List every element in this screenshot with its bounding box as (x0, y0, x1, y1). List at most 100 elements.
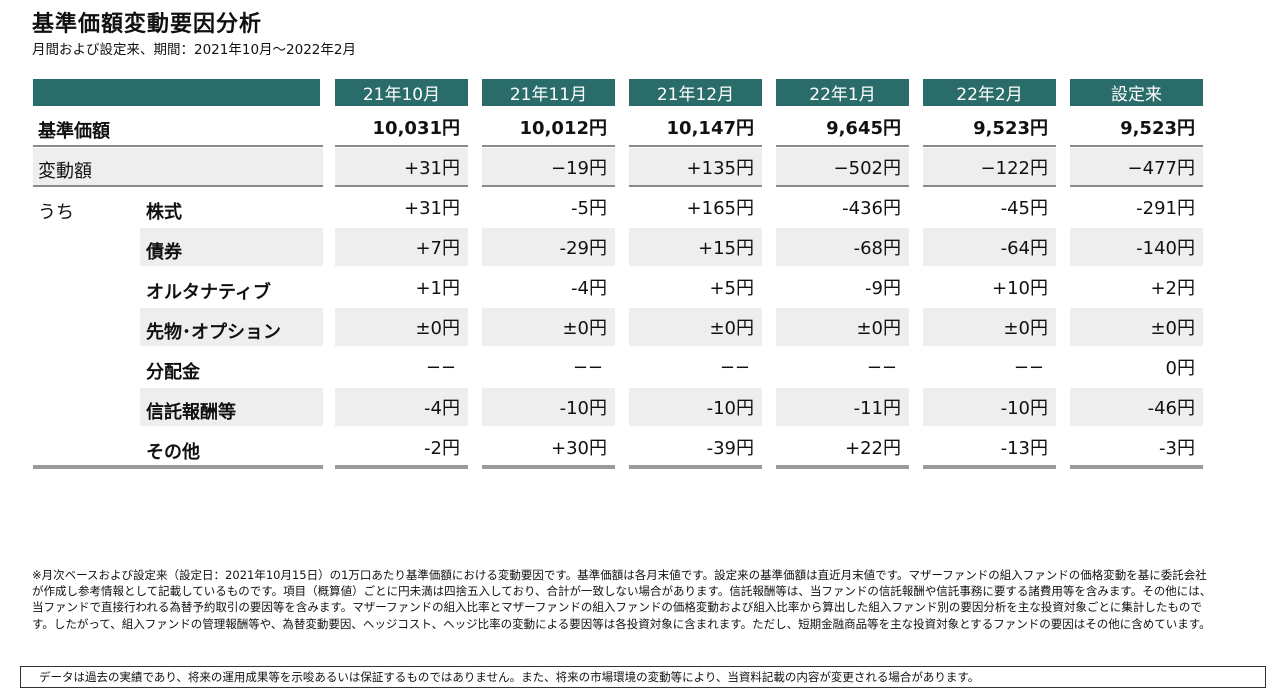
value-cell: -46円 (1147, 398, 1195, 419)
value-cell: -11円 (853, 398, 901, 419)
row-label-other: その他 (146, 442, 200, 463)
row-band (33, 148, 323, 186)
value-cell: +22円 (845, 438, 901, 459)
row-rule (629, 185, 762, 187)
value-cell: -39円 (706, 438, 754, 459)
change-cell: −19円 (551, 158, 607, 179)
value-cell: +31円 (404, 198, 460, 219)
value-cell: 0円 (1165, 358, 1195, 379)
value-cell: −− (425, 356, 456, 378)
row-band (1070, 388, 1203, 426)
value-cell: ±0円 (856, 318, 901, 339)
row-label-nav: 基準価額 (38, 121, 110, 142)
row-band (629, 228, 762, 266)
value-cell: -4円 (571, 278, 607, 299)
row-rule (776, 185, 909, 187)
value-cell: +15円 (698, 238, 754, 259)
value-cell: -45円 (1000, 198, 1048, 219)
header-label-cell (33, 79, 320, 106)
table-bottom-rule (33, 465, 323, 469)
row-band (482, 308, 615, 346)
header-col-2: 21年11月 (482, 79, 615, 106)
row-band (1070, 308, 1203, 346)
value-cell: -9円 (865, 278, 901, 299)
row-band (335, 148, 468, 186)
table-bottom-rule (482, 465, 615, 469)
value-cell: +7円 (415, 238, 460, 259)
table-bottom-rule (629, 465, 762, 469)
row-label-futures-options: 先物･オプション (146, 322, 281, 343)
row-rule (33, 145, 323, 147)
row-band (140, 228, 323, 266)
value-cell: ±0円 (415, 318, 460, 339)
row-rule (1070, 145, 1203, 147)
row-label-distribution: 分配金 (146, 362, 200, 383)
change-cell: −122円 (980, 158, 1048, 179)
value-cell: -13円 (1000, 438, 1048, 459)
nav-cell: 9,645円 (826, 118, 901, 139)
row-band (482, 228, 615, 266)
row-band (335, 308, 468, 346)
value-cell: −− (719, 356, 750, 378)
value-cell: ±0円 (562, 318, 607, 339)
row-band (629, 388, 762, 426)
row-rule (482, 145, 615, 147)
value-cell: −− (572, 356, 603, 378)
value-cell: ±0円 (1003, 318, 1048, 339)
row-band (629, 308, 762, 346)
row-band (923, 388, 1056, 426)
analysis-table: 21年10月 21年11月 21年12月 22年1月 22年2月 設定来 基準価… (33, 79, 1203, 469)
row-band (482, 388, 615, 426)
nav-cell: 10,147円 (666, 118, 754, 139)
value-cell: +165円 (686, 198, 754, 219)
value-cell: +1円 (415, 278, 460, 299)
page-title: 基準価額変動要因分析 (32, 12, 263, 37)
row-band (923, 308, 1056, 346)
value-cell: +5円 (709, 278, 754, 299)
header-col-6: 設定来 (1070, 79, 1203, 106)
row-rule (335, 185, 468, 187)
row-label-change: 変動額 (38, 161, 92, 182)
table-bottom-rule (335, 465, 468, 469)
row-band (923, 228, 1056, 266)
change-cell: +31円 (404, 158, 460, 179)
row-band (482, 148, 615, 186)
row-label-alternative: オルタナティブ (146, 282, 271, 303)
row-band (776, 228, 909, 266)
nav-cell: 9,523円 (973, 118, 1048, 139)
footnote: ※月次ベースおよび設定来（設定日：2021年10月15日）の1万口あたり基準価額… (32, 568, 1212, 631)
row-label-bonds: 債券 (146, 242, 182, 263)
value-cell: -10円 (1000, 398, 1048, 419)
value-cell: -10円 (706, 398, 754, 419)
row-band (776, 148, 909, 186)
row-rule (923, 145, 1056, 147)
value-cell: -10円 (559, 398, 607, 419)
value-cell: -68円 (853, 238, 901, 259)
header-col-1: 21年10月 (335, 79, 468, 106)
value-cell: +10円 (992, 278, 1048, 299)
table-bottom-rule (776, 465, 909, 469)
row-band (776, 388, 909, 426)
value-cell: −− (866, 356, 897, 378)
header-col-3: 21年12月 (629, 79, 762, 106)
row-rule (482, 185, 615, 187)
nav-cell: 9,523円 (1120, 118, 1195, 139)
value-cell: -140円 (1136, 238, 1195, 259)
value-cell: -4円 (424, 398, 460, 419)
disclaimer-box: データは過去の実績であり、将来の運用成果等を示唆あるいは保証するものではありませ… (20, 666, 1266, 688)
row-band (923, 148, 1056, 186)
row-band (629, 148, 762, 186)
row-rule (335, 145, 468, 147)
row-rule (923, 185, 1056, 187)
nav-cell: 10,012円 (519, 118, 607, 139)
value-cell: +30円 (551, 438, 607, 459)
row-band (140, 388, 323, 426)
value-cell: -291円 (1136, 198, 1195, 219)
value-cell: ±0円 (1150, 318, 1195, 339)
value-cell: ±0円 (709, 318, 754, 339)
page-subtitle: 月間および設定来、期間：2021年10月～2022年2月 (32, 42, 356, 58)
value-cell: -2円 (424, 438, 460, 459)
row-rule (1070, 185, 1203, 187)
row-rule (629, 145, 762, 147)
disclaimer-text: データは過去の実績であり、将来の運用成果等を示唆あるいは保証するものではありませ… (39, 670, 980, 684)
